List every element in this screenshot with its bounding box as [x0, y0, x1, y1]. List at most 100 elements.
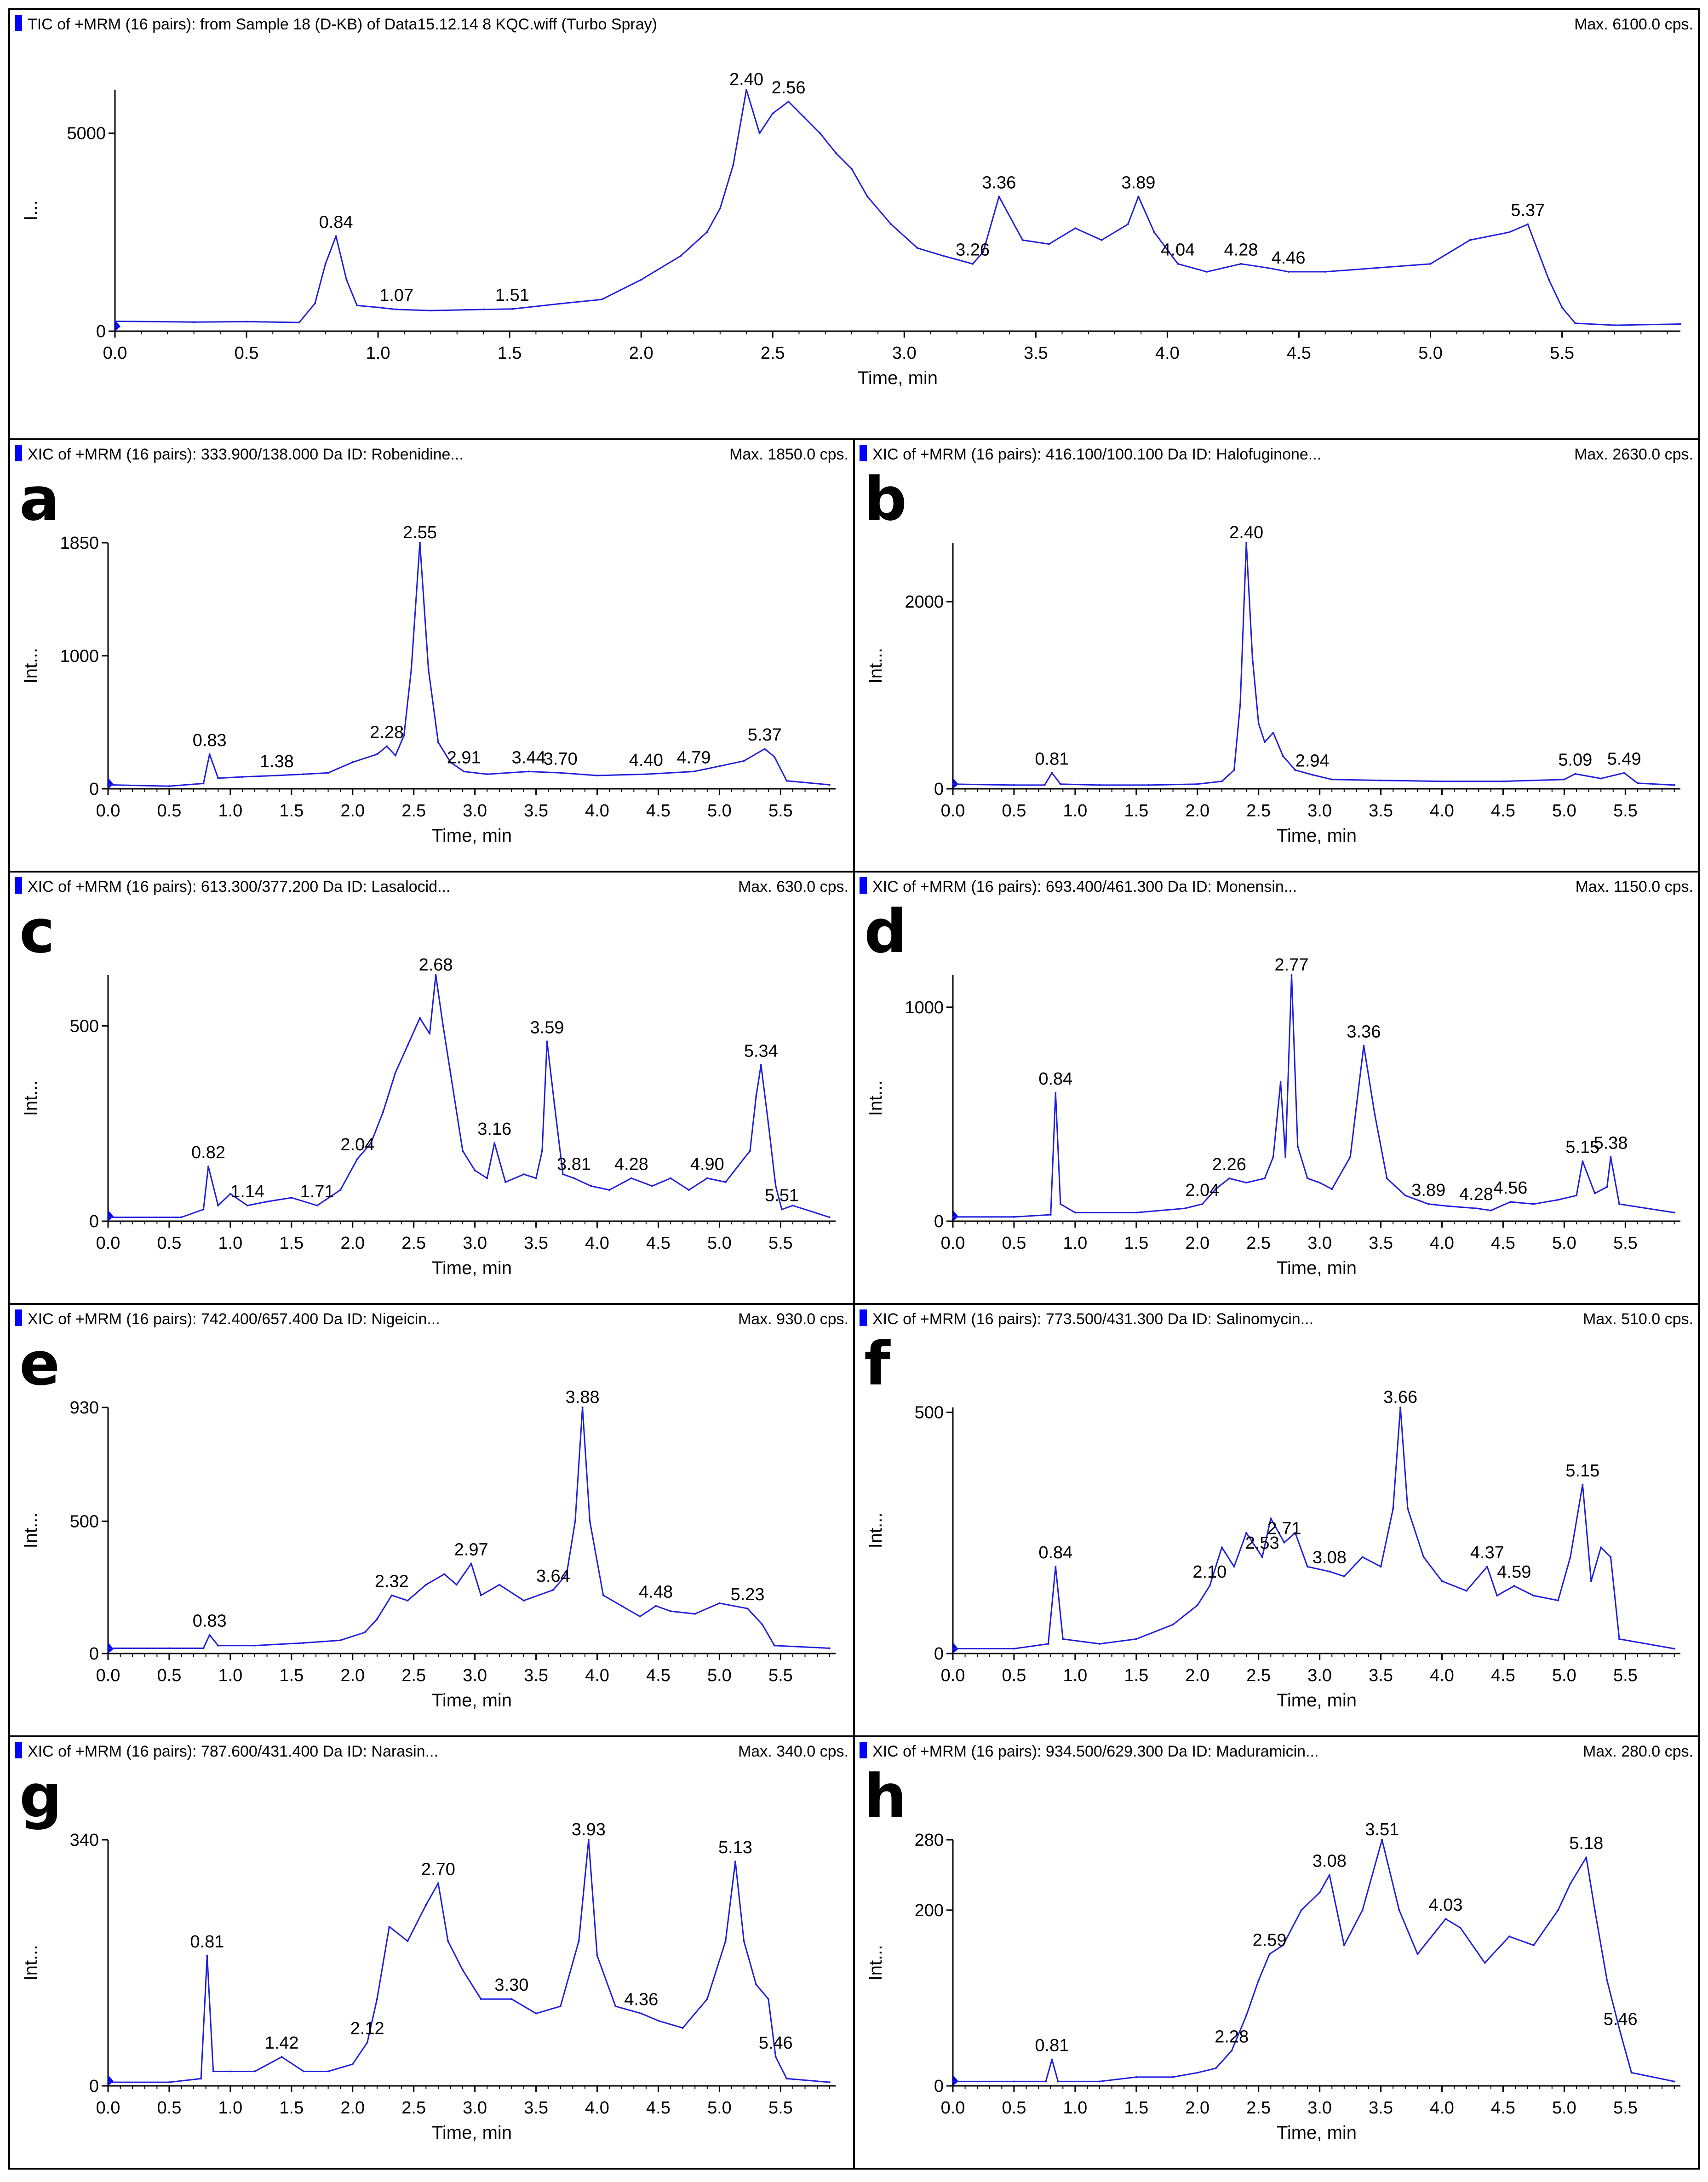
data-point [1508, 1935, 1510, 1938]
peak-label: 3.36 [982, 173, 1016, 192]
data-point [763, 748, 766, 750]
x-tick-label: 4.0 [1155, 344, 1180, 363]
chart-panel-d: XIC of +MRM (16 pairs): 693.400/461.300 … [853, 871, 1700, 1305]
x-tick-label: 1.0 [366, 344, 390, 363]
x-tick-label: 2.5 [1246, 2098, 1271, 2118]
data-point [1201, 1203, 1204, 1205]
title-marker-icon [860, 445, 867, 461]
data-point [1196, 783, 1198, 785]
data-point [1279, 1081, 1282, 1083]
data-point [1484, 1962, 1486, 1964]
data-point [706, 1177, 708, 1179]
peak-label: 4.37 [1470, 1543, 1504, 1562]
data-point [682, 2027, 684, 2029]
data-point [774, 756, 776, 758]
data-point [608, 1189, 611, 1191]
data-point [1361, 1909, 1364, 1911]
data-point [670, 1610, 672, 1612]
x-tick-label: 0.5 [157, 2098, 182, 2118]
x-tick-label: 2.0 [1185, 1666, 1209, 1685]
y-tick-label: 0 [934, 780, 944, 799]
x-tick-label: 3.5 [524, 1666, 548, 1685]
chart-title: TIC of +MRM (16 pairs): from Sample 18 (… [28, 16, 657, 33]
y-tick-label: 0 [934, 2077, 944, 2096]
x-tick-label: 2.0 [340, 801, 365, 821]
data-point [972, 263, 974, 265]
data-point [1045, 2080, 1047, 2083]
peak-label: 5.13 [718, 1838, 752, 1857]
x-tick-label: 1.0 [218, 801, 242, 821]
data-point [1172, 1624, 1174, 1626]
data-point [480, 1594, 482, 1596]
data-point [535, 2012, 537, 2015]
peak-label: 2.71 [1267, 1519, 1301, 1539]
data-point [427, 668, 430, 670]
data-point [394, 754, 396, 757]
data-point [449, 1072, 452, 1074]
data-point [180, 1216, 183, 1218]
peak-label: 2.91 [447, 748, 481, 767]
data-point [1673, 1648, 1675, 1650]
data-point [1099, 784, 1101, 786]
chart-title: XIC of +MRM (16 pairs): 613.300/377.200 … [28, 878, 450, 896]
chart-title: XIC of +MRM (16 pairs): 333.900/138.000 … [28, 446, 464, 463]
data-point [952, 2080, 954, 2083]
peak-label: 4.40 [629, 751, 663, 770]
data-point [364, 1631, 366, 1633]
data-point [737, 1166, 739, 1168]
data-point [254, 1644, 256, 1647]
data-point [1469, 239, 1471, 241]
data-point [1441, 780, 1443, 782]
data-point [254, 2070, 256, 2073]
data-point [107, 2081, 109, 2084]
data-point [1318, 1891, 1321, 1894]
peak-label: 1.14 [230, 1182, 264, 1201]
peak-label: 2.70 [421, 1860, 455, 1879]
data-point [1610, 1156, 1612, 1158]
data-point [241, 775, 244, 778]
data-point [1264, 1177, 1266, 1179]
data-point [1135, 2076, 1137, 2078]
data-point [482, 308, 484, 310]
x-tick-label: 4.5 [646, 1666, 671, 1685]
data-point [1257, 1979, 1260, 1981]
x-tick-label: 3.5 [1369, 2098, 1393, 2118]
data-point [1590, 1580, 1592, 1582]
data-point [566, 1573, 568, 1575]
x-tick-label: 1.5 [1124, 1234, 1148, 1253]
data-point [552, 1589, 554, 1591]
data-point [370, 1142, 372, 1144]
data-point [828, 1647, 831, 1649]
chart-panel-tic: TIC of +MRM (16 pairs): from Sample 18 (… [8, 8, 1700, 440]
data-point [559, 2005, 562, 2007]
x-tick-label: 0.0 [941, 801, 965, 821]
data-point [952, 1216, 954, 1218]
data-point [1051, 772, 1053, 774]
data-point [774, 1185, 777, 1187]
data-point [1513, 1585, 1515, 1587]
x-tick-label: 3.0 [892, 344, 917, 363]
data-point [614, 2005, 617, 2007]
data-point [1343, 1944, 1345, 1947]
x-tick-label: 5.5 [768, 2098, 793, 2118]
data-point [208, 1634, 211, 1636]
data-point [246, 1205, 249, 1207]
data-point [718, 1602, 721, 1604]
data-point [1427, 1203, 1430, 1205]
data-point [449, 761, 452, 764]
peak-label: 5.38 [1593, 1133, 1628, 1153]
data-point [376, 753, 378, 755]
data-point [447, 1940, 449, 1942]
data-point [1496, 1595, 1498, 1597]
x-tick-label: 1.5 [279, 801, 304, 821]
data-point [1074, 227, 1077, 230]
x-tick-label: 3.5 [524, 1234, 548, 1253]
data-point [1429, 263, 1432, 265]
data-point [1047, 1643, 1049, 1645]
peak-label: 0.81 [1035, 749, 1069, 769]
data-point [1074, 1212, 1076, 1214]
x-tick-label: 0.5 [1002, 1666, 1026, 1685]
x-tick-label: 1.0 [1063, 1666, 1087, 1685]
data-point [511, 308, 513, 310]
data-point [1324, 270, 1326, 273]
